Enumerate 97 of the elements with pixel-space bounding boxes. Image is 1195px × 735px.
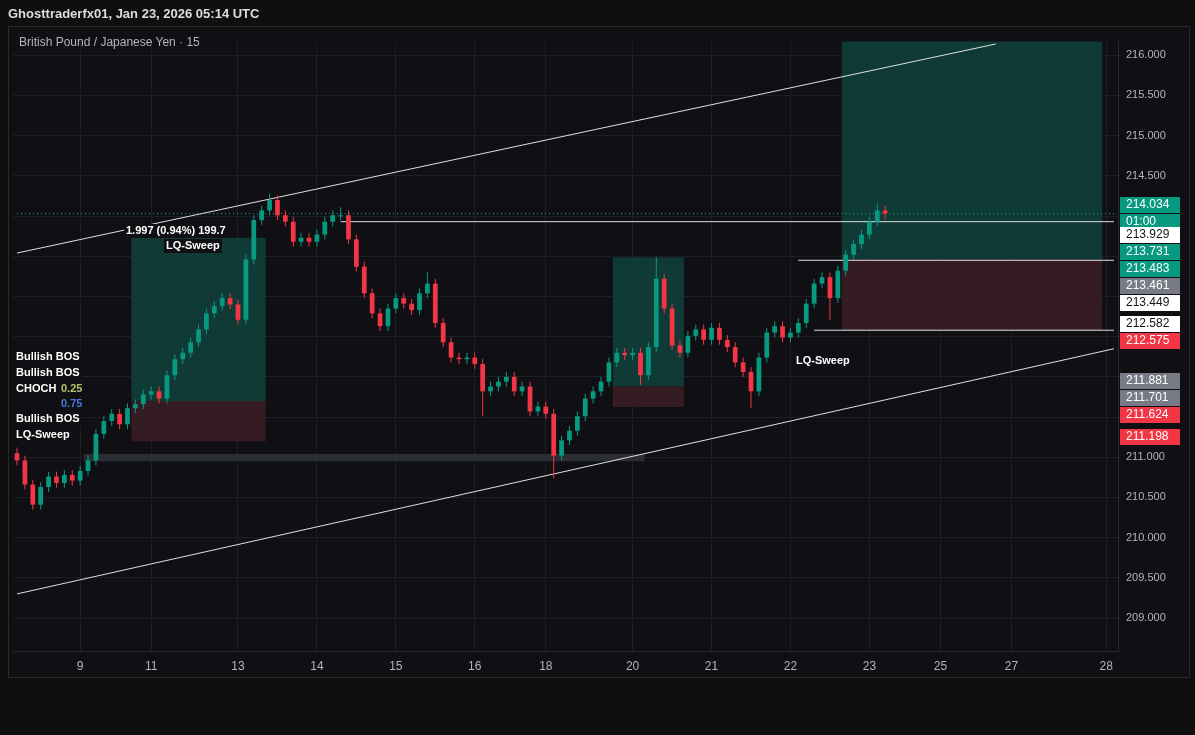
y-tick-label: 209.500: [1126, 570, 1166, 583]
candlestick: [614, 347, 620, 368]
candlestick: [298, 232, 304, 248]
candlestick: [425, 271, 430, 299]
candlestick: [732, 341, 738, 368]
candlestick: [575, 410, 580, 437]
candlestick: [701, 324, 707, 346]
x-tick-label: 14: [310, 658, 324, 673]
x-tick-label: 9: [76, 658, 84, 673]
text: 213.449: [1126, 295, 1170, 310]
text: 01:00: [1126, 214, 1157, 229]
x-tick-label: 21: [704, 658, 719, 673]
candlestick: [259, 205, 265, 226]
candlestick: [511, 371, 517, 397]
candlestick: [46, 471, 51, 493]
candlestick: [156, 386, 162, 404]
candlestick: [559, 435, 564, 461]
y-tick-label: 210.000: [1126, 530, 1166, 543]
text: 214.034: [1126, 197, 1170, 212]
text: 211.701: [1126, 390, 1169, 405]
text: 213.461: [1126, 278, 1170, 293]
annotation: 1.997 (0.94%) 199.7: [126, 224, 226, 237]
y-tick-label: 215.500: [1126, 88, 1166, 101]
candlestick: [393, 292, 399, 314]
x-tick-label: 28: [1099, 658, 1114, 673]
candlestick: [717, 322, 722, 346]
text: 213.929: [1126, 227, 1170, 242]
annotation: Bullish BOS: [16, 412, 80, 425]
x-tick-label: 16: [468, 658, 482, 673]
x-tick-label: 20: [625, 658, 640, 673]
y-tick-label: 211.000: [1126, 450, 1165, 463]
candlestick: [417, 287, 422, 316]
text: 211.881: [1126, 373, 1169, 388]
candlestick: [867, 216, 872, 240]
x-tick-label: 11: [144, 658, 158, 673]
annotation: 0.75: [61, 397, 83, 410]
candlestick: [77, 465, 83, 486]
candlestick: [38, 481, 44, 510]
text: 212.575: [1126, 333, 1170, 348]
candlestick: [30, 479, 36, 510]
candlestick: [101, 415, 107, 440]
candlestick: [188, 336, 194, 359]
x-tick-label: 23: [862, 658, 877, 673]
y-tick-label: 209.000: [1126, 611, 1166, 624]
candlestick: [204, 308, 209, 335]
x-tick-label: 22: [783, 658, 798, 673]
annotation: Bullish BOS: [16, 350, 80, 363]
candlestick: [267, 193, 272, 216]
candlestick: [780, 320, 785, 343]
candlestick: [140, 389, 146, 410]
candlestick: [338, 206, 343, 221]
candlestick: [795, 317, 801, 338]
candlestick: [125, 402, 130, 430]
candlestick: [322, 216, 328, 240]
annotation: Bullish BOS: [16, 366, 80, 379]
annotation: LQ-Sweep: [166, 239, 221, 252]
text: 211.624: [1126, 407, 1169, 422]
candlestick: [874, 202, 880, 228]
candlestick: [685, 330, 691, 359]
chart-title: British Pound / Japanese Yen · 15: [19, 35, 200, 49]
candlestick: [275, 194, 280, 221]
candlestick: [811, 278, 817, 310]
candlestick: [440, 317, 446, 348]
candlestick: [638, 347, 643, 386]
annotation: LQ-Sweep: [796, 354, 851, 367]
candlestick: [859, 229, 864, 250]
annotation: CHOCH: [16, 382, 57, 395]
candlestick: [369, 287, 375, 319]
y-tick-label: 210.500: [1126, 490, 1166, 503]
x-tick-label: 15: [389, 658, 403, 673]
candlestick: [677, 340, 683, 359]
text: 212.582: [1126, 316, 1170, 331]
candlestick: [803, 298, 809, 329]
y-tick-label: 216.000: [1126, 48, 1166, 61]
candlestick: [843, 249, 849, 277]
candlestick: [85, 455, 91, 477]
candlestick: [567, 425, 572, 446]
text: Ghosttraderfx01, Jan 23, 2026 05:14 UTC: [8, 6, 260, 21]
text: 213.731: [1126, 244, 1170, 259]
candlestick: [851, 238, 856, 260]
annotation: 0.25: [61, 382, 83, 395]
candlestick: [290, 216, 296, 248]
candlestick: [196, 324, 201, 348]
x-tick-label: 27: [1004, 658, 1019, 673]
text: 211.198: [1126, 429, 1169, 444]
candlestick: [172, 353, 178, 381]
y-tick-label: 215.000: [1126, 128, 1166, 141]
y-tick-label: 214.500: [1126, 168, 1166, 181]
x-tick-label: 18: [539, 658, 553, 673]
candlestick: [582, 393, 588, 422]
x-tick-label: 13: [231, 658, 245, 673]
text: 213.483: [1126, 261, 1170, 276]
x-tick-label: 25: [933, 658, 948, 673]
candlestick: [117, 408, 122, 430]
candlestick: [819, 271, 825, 289]
annotation: LQ-Sweep: [16, 428, 71, 441]
candlestick: [709, 322, 714, 346]
